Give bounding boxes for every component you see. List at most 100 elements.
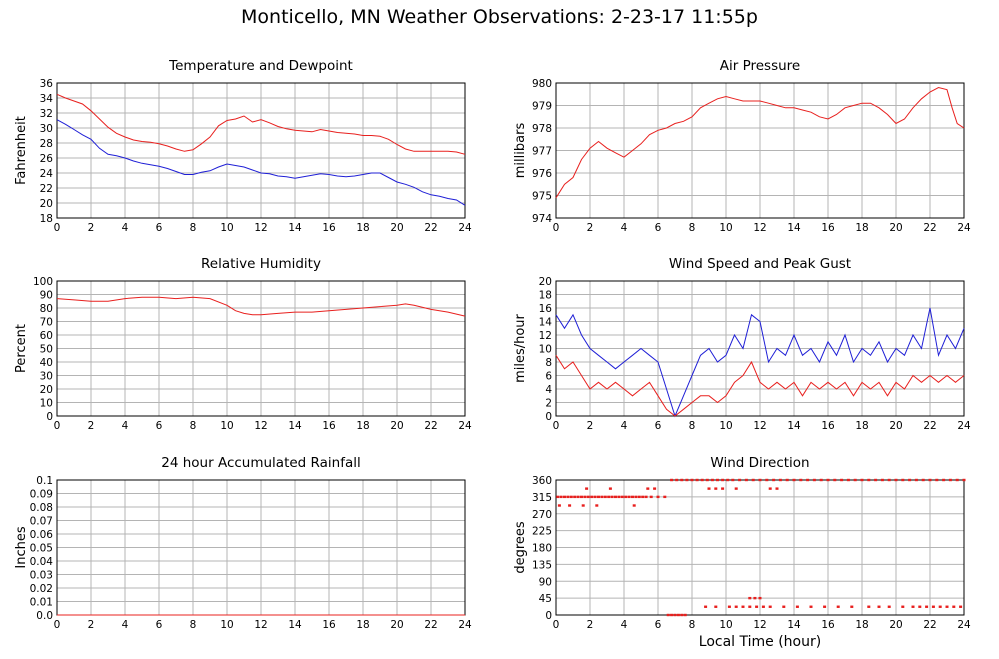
wind-x-tick-label: 24	[957, 420, 971, 432]
rain-y-tick-label: 0.0	[36, 610, 53, 622]
pressure-y-axis-label: millibars	[513, 123, 528, 179]
direction-point	[775, 487, 779, 490]
humidity-x-tick-label: 10	[220, 420, 233, 432]
rain-y-axis-label: Inches	[14, 526, 29, 568]
rain-y-tick-label: 0.03	[30, 570, 53, 582]
rain-x-tick-label: 22	[424, 619, 437, 631]
direction-point	[962, 478, 966, 482]
temp-plot-frame	[56, 82, 466, 219]
pressure-x-tick-label: 20	[889, 222, 902, 234]
humidity-x-tick-label: 18	[356, 420, 369, 432]
rain-y-tick-label: 0.02	[30, 583, 53, 595]
direction-point	[758, 478, 762, 482]
wind-y-tick-label: 10	[539, 344, 552, 356]
pressure-chart-title: Air Pressure	[720, 58, 800, 74]
direction-point	[632, 504, 636, 507]
temp-x-tick-label: 24	[458, 222, 472, 234]
direction-point	[853, 478, 857, 482]
direction-point	[809, 605, 813, 608]
humidity-y-tick-label: 80	[40, 303, 53, 315]
direction-point	[955, 478, 959, 482]
direction-point	[683, 613, 687, 617]
temp-x-tick-label: 14	[288, 222, 302, 234]
wind-x-tick-label: 0	[553, 420, 560, 432]
pressure-y-tick-label: 979	[532, 101, 552, 113]
direction-point	[908, 478, 912, 482]
direction-point	[620, 495, 624, 499]
humidity-series-line-0	[56, 296, 466, 317]
temp-y-tick-label: 18	[40, 213, 53, 225]
pressure-x-tick-label: 6	[655, 222, 662, 234]
direction-point	[614, 495, 617, 499]
wind-x-tick-label: 10	[719, 420, 732, 432]
temp-y-axis-label: Fahrenheit	[14, 116, 29, 185]
pressure-y-tick-label: 978	[532, 123, 552, 135]
direction-point	[914, 478, 918, 482]
direction-x-tick-label: 14	[787, 619, 801, 631]
temp-x-tick-label: 8	[190, 222, 197, 234]
direction-point	[901, 605, 905, 608]
rain-y-tick-label: 0.05	[30, 543, 53, 555]
pressure-x-tick-label: 4	[621, 222, 628, 234]
direction-point	[685, 478, 689, 482]
pressure-y-tick-label: 976	[532, 168, 552, 180]
pressure-x-tick-label: 24	[957, 222, 971, 234]
temp-y-tick-label: 24	[40, 168, 54, 180]
direction-point	[731, 478, 735, 482]
direction-point	[631, 495, 634, 499]
direction-point	[942, 478, 946, 482]
direction-point	[726, 478, 730, 482]
direction-point	[690, 478, 694, 482]
direction-point	[911, 605, 915, 608]
direction-x-tick-label: 6	[655, 619, 662, 631]
direction-point	[680, 613, 684, 617]
rain-x-tick-label: 14	[288, 619, 302, 631]
direction-point	[580, 495, 583, 499]
direction-point	[741, 605, 745, 608]
humidity-y-tick-label: 20	[40, 384, 53, 396]
direction-point	[617, 495, 621, 499]
direction-point	[918, 605, 922, 608]
direction-point	[938, 605, 942, 608]
direction-point	[765, 478, 769, 482]
pressure-y-tick-label: 980	[532, 78, 552, 90]
pressure-x-tick-label: 8	[689, 222, 696, 234]
direction-point	[653, 487, 657, 490]
wind-y-tick-label: 14	[539, 317, 553, 329]
direction-point	[925, 605, 929, 608]
direction-point	[931, 605, 935, 608]
direction-x-tick-label: 10	[719, 619, 732, 631]
wind-y-tick-label: 4	[545, 384, 552, 396]
pressure-series-line-0	[555, 86, 965, 199]
direction-point	[744, 478, 748, 482]
rain-y-tick-label: 0.04	[30, 556, 54, 568]
humidity-x-tick-label: 16	[322, 420, 336, 432]
direction-point	[556, 495, 560, 499]
rain-y-tick-label: 0.06	[30, 529, 54, 541]
humidity-y-tick-label: 50	[40, 344, 53, 356]
pressure-x-tick-label: 2	[587, 222, 594, 234]
wind-y-tick-label: 0	[545, 411, 552, 423]
temp-x-tick-label: 20	[390, 222, 403, 234]
direction-point	[607, 495, 611, 499]
direction-point	[721, 478, 725, 482]
wind-y-tick-label: 16	[539, 303, 553, 315]
rain-x-tick-label: 10	[220, 619, 233, 631]
direction-point	[812, 478, 816, 482]
direction-point	[634, 495, 638, 499]
direction-point	[748, 596, 752, 600]
direction-x-tick-label: 12	[753, 619, 766, 631]
direction-y-tick-label: 225	[532, 526, 552, 538]
temp-y-tick-label: 36	[40, 78, 54, 90]
rain-y-tick-label: 0.1	[36, 475, 53, 487]
pressure-x-tick-label: 14	[787, 222, 801, 234]
direction-x-tick-label: 8	[689, 619, 696, 631]
pressure-x-tick-label: 12	[753, 222, 766, 234]
temp-x-tick-label: 22	[424, 222, 437, 234]
page-title: Monticello, MN Weather Observations: 2-2…	[241, 6, 758, 28]
rain-y-tick-label: 0.09	[30, 489, 53, 501]
direction-point	[877, 605, 881, 608]
rain-y-tick-label: 0.01	[30, 597, 53, 609]
wind-plot-frame	[555, 280, 965, 417]
